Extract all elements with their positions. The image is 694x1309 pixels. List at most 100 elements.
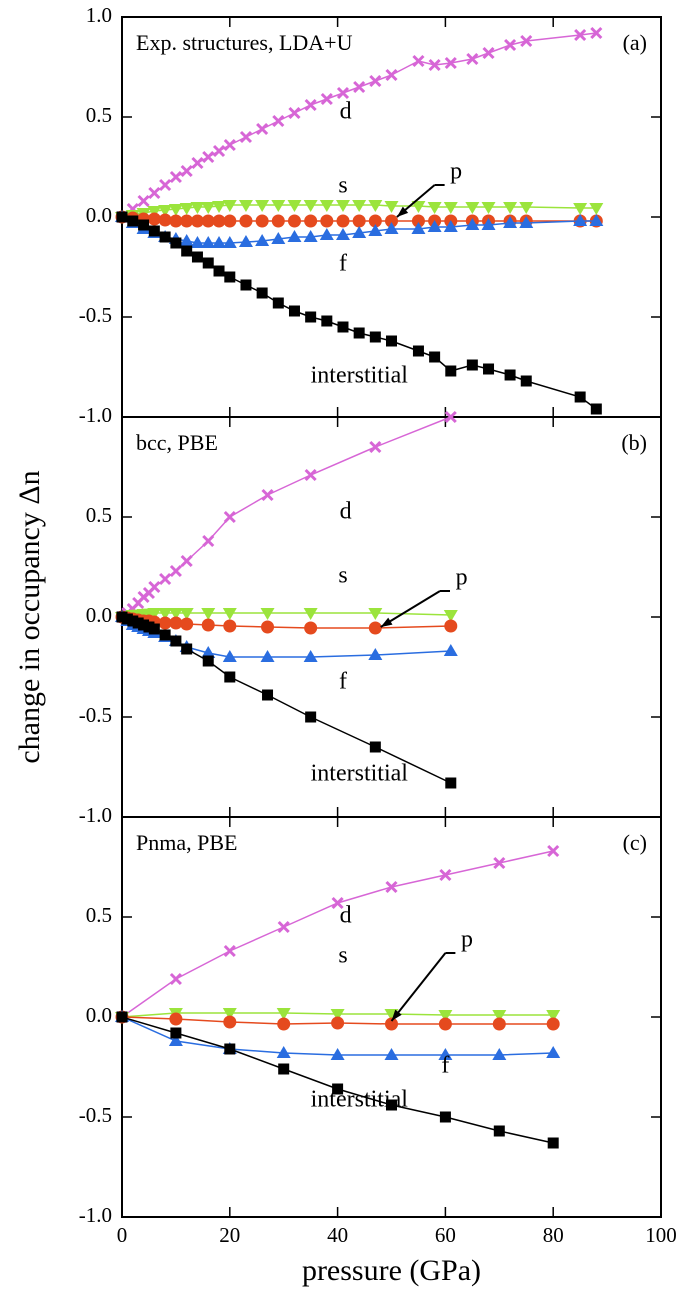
point [272,297,284,309]
point [224,271,236,283]
point [202,655,214,667]
series-label: d [340,903,352,929]
point [386,1099,397,1111]
arrow-head [380,617,393,627]
series-label: d [340,499,352,525]
point [148,580,161,594]
point [368,214,382,228]
point [169,972,182,986]
series-label: s [338,563,347,589]
point [148,623,160,635]
point [411,201,426,213]
series-label: p [461,927,473,953]
point [466,359,478,371]
y-tick-label: -1.0 [79,803,112,827]
point [127,215,139,227]
series-label: interstitial [311,1087,409,1113]
point [147,212,161,226]
point [411,214,425,228]
point [158,616,172,630]
point [466,52,479,66]
point [335,200,350,212]
point [353,80,366,94]
point [261,620,275,634]
point [168,204,183,216]
point [574,391,586,403]
panel-title: bcc, PBE [136,430,218,455]
series-label: interstitial [311,761,409,787]
point [256,122,269,136]
y-tick-label: 0.0 [86,203,112,227]
point [443,610,458,622]
point [547,1137,559,1149]
point [384,222,399,234]
point [159,629,171,641]
point [303,230,318,242]
point [169,616,183,630]
x-tick-label: 40 [327,1223,348,1247]
point [116,1011,128,1023]
point [276,1046,291,1058]
point [212,144,226,158]
point [331,896,344,910]
point [336,214,350,228]
point [427,202,442,214]
series-label: s [338,173,347,199]
point [492,1017,506,1031]
point [158,213,172,227]
y-tick-label: 1.0 [86,3,112,27]
point [385,68,398,82]
point [287,230,302,242]
y-tick-label: 0.5 [86,103,112,127]
point [368,224,383,236]
y-tick-label: -0.5 [79,303,112,327]
plot-frame [121,416,662,818]
point [547,844,560,858]
point [465,202,480,214]
point [492,1048,507,1060]
point [224,671,236,683]
point [223,1015,237,1029]
point [222,200,237,212]
x-tick-label: 20 [219,1223,240,1247]
point [330,1009,345,1021]
point [320,92,333,106]
point [319,228,334,240]
point [321,315,333,327]
point [239,214,253,228]
point [368,200,383,212]
point [303,608,318,620]
point [181,643,193,655]
point [180,214,194,228]
point [439,1111,451,1123]
point [288,305,300,317]
series-label: s [338,943,347,969]
series-label: f [339,251,347,277]
point [504,369,516,381]
point [169,170,182,184]
x-tick-label: 0 [117,1223,128,1247]
point [445,365,457,377]
point [278,1063,290,1075]
point [368,608,383,620]
point [481,218,496,230]
point [223,510,236,524]
point [224,1043,236,1055]
point [239,130,253,144]
point [180,554,193,568]
point [201,608,216,620]
point [116,211,128,223]
arrow-head [391,1009,402,1021]
point [589,214,604,226]
series-label: f [441,1053,449,1079]
point [148,186,161,200]
series-line [121,850,554,1018]
point [212,201,227,213]
point [158,205,173,217]
y-tick-label: 0.5 [86,903,112,927]
point [262,689,274,701]
point [482,46,495,60]
point [179,608,194,620]
point [335,228,350,240]
